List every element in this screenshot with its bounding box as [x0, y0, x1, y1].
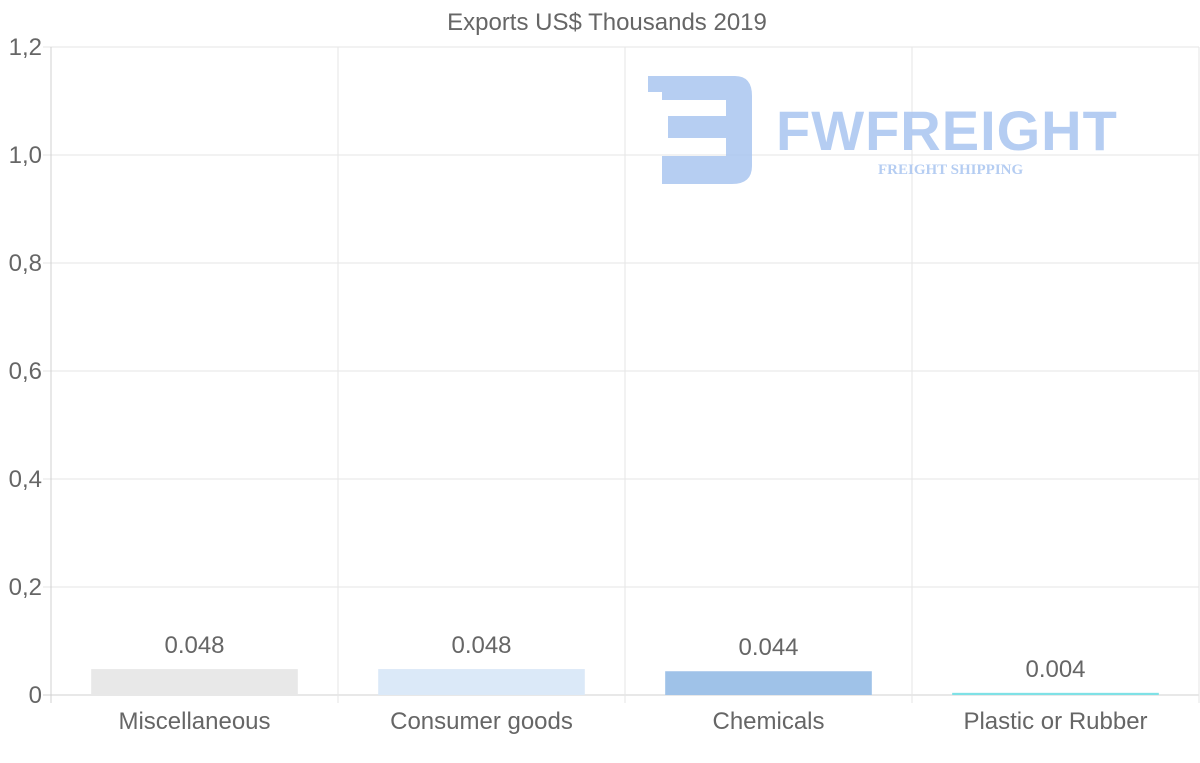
- x-tick-label: Miscellaneous: [118, 708, 270, 735]
- data-label: 0.048: [451, 632, 511, 659]
- y-tick-label: 1,2: [9, 34, 42, 61]
- data-label: 0.004: [1025, 656, 1085, 683]
- bar-chemicals: [665, 671, 872, 695]
- x-tick-label: Consumer goods: [390, 708, 573, 735]
- y-tick-label: 0,2: [9, 574, 42, 601]
- data-label: 0.048: [164, 632, 224, 659]
- bar-miscellaneous: [91, 669, 298, 695]
- watermark-brand-text: FWFREIGHT: [776, 99, 1118, 162]
- y-tick-label: 0,6: [9, 358, 42, 385]
- y-tick-label: 0,8: [9, 250, 42, 277]
- watermark-logo-mark: [648, 76, 752, 184]
- grid-lines: [43, 46, 1200, 703]
- bars: 0.048 0.048 0.044 0.004: [91, 632, 1159, 695]
- watermark-tagline-text: FREIGHT SHIPPING: [878, 162, 1023, 178]
- watermark-logo: FWFREIGHT FREIGHT SHIPPING: [648, 76, 1118, 184]
- y-tick-label: 1,0: [9, 142, 42, 169]
- data-label: 0.044: [738, 634, 798, 661]
- bar-plastic-or-rubber: [952, 692, 1159, 695]
- y-tick-label: 0,4: [9, 466, 42, 493]
- bar-consumer-goods: [378, 669, 585, 695]
- x-tick-label: Chemicals: [712, 708, 824, 735]
- x-tick-label: Plastic or Rubber: [963, 708, 1147, 735]
- axes: 0 0,2 0,4 0,6 0,8 1,0 1,2 Miscellaneous Consumer…: [9, 34, 1148, 735]
- chart-title: Exports US$ Thousands 2019: [447, 9, 767, 36]
- y-tick-label: 0: [29, 682, 42, 709]
